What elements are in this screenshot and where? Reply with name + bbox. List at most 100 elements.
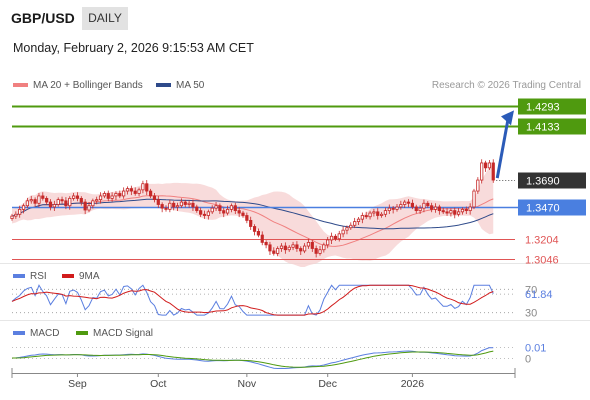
candle-body — [141, 183, 145, 191]
candle-body — [268, 244, 272, 252]
candle-body — [175, 205, 180, 208]
candle-body — [222, 210, 226, 214]
candle-body — [376, 211, 380, 216]
legend-ma50-label: MA 50 — [176, 80, 205, 91]
candle-body — [195, 206, 199, 212]
candle-body — [403, 201, 407, 205]
macd-axis-label: 0 — [525, 354, 531, 366]
candle-body — [187, 202, 191, 205]
candle-body — [214, 205, 218, 209]
candle-body — [237, 210, 241, 214]
macd-signal-line — [12, 350, 494, 368]
candle-body — [252, 226, 257, 232]
x-axis-label: Nov — [238, 378, 257, 390]
legend-rsi-label: RSI — [30, 271, 47, 282]
candle-body — [249, 219, 253, 227]
target-level-label: 1.4293 — [526, 102, 560, 114]
candle-body — [106, 193, 110, 199]
candle-body — [414, 206, 418, 212]
candle-body — [422, 202, 426, 209]
candle-body — [202, 213, 207, 216]
macd-signal-swatch — [76, 331, 88, 336]
rsi-swatch — [13, 274, 25, 279]
candle-body — [272, 250, 276, 254]
candle-body — [291, 244, 295, 248]
candle-body — [310, 241, 314, 249]
candle-body — [206, 211, 210, 216]
candle-body — [379, 213, 384, 216]
legend-macd-signal: MACD Signal — [76, 328, 153, 339]
candle-body — [387, 207, 391, 212]
candle-body — [172, 202, 176, 208]
candle-body — [68, 197, 72, 207]
candle-body — [29, 199, 33, 202]
candle-body — [453, 210, 457, 215]
rsi-ma-swatch — [62, 274, 74, 279]
candle-body — [410, 202, 415, 208]
candle-body — [25, 200, 30, 207]
x-axis-label: 2026 — [401, 378, 425, 390]
candle-body — [14, 213, 18, 217]
candle-body — [10, 215, 14, 219]
macd-line — [11, 347, 494, 370]
candle-body — [91, 200, 95, 207]
candle-body — [372, 211, 376, 214]
candle-body — [75, 195, 80, 199]
candle-body — [356, 218, 361, 223]
candle-body — [456, 211, 461, 215]
macd-swatch — [13, 331, 25, 336]
legend-rsi-ma-label: 9MA — [79, 271, 100, 282]
candle-body — [102, 193, 106, 197]
x-axis-label: Dec — [318, 378, 337, 390]
candle-body — [391, 207, 395, 210]
pivot-level-label: 1.3470 — [526, 203, 560, 215]
rsi-line — [11, 284, 494, 316]
candle-body — [468, 206, 472, 212]
candle-body — [399, 204, 403, 208]
candle-body — [137, 189, 141, 194]
candle-body — [418, 207, 422, 212]
bollinger-bands — [12, 164, 494, 268]
legend-rsi-ma: 9MA — [62, 271, 100, 282]
candle-body — [18, 208, 22, 215]
legend-macd: MACD — [13, 328, 59, 339]
candle-body — [426, 202, 430, 207]
candle-body — [360, 215, 364, 220]
candle-body — [437, 206, 441, 212]
symbol-title: GBP/USD — [11, 10, 75, 26]
legend-ma20-label: MA 20 + Bollinger Bands — [33, 80, 143, 91]
candle-body — [295, 244, 299, 249]
candle-body — [480, 162, 484, 181]
rsi-axis-label: 30 — [525, 308, 537, 320]
candle-body — [52, 204, 56, 208]
legend-macd-signal-label: MACD Signal — [93, 328, 154, 339]
candle-body — [210, 207, 214, 213]
candle-body — [326, 239, 330, 246]
x-axis-label: Sep — [68, 378, 87, 390]
candle-body — [472, 190, 476, 208]
candle-body — [98, 195, 103, 201]
candle-body — [287, 246, 291, 251]
target-level-tag — [518, 98, 586, 115]
macd-axis-label: 0.01 — [525, 343, 546, 355]
candle-body — [337, 233, 341, 240]
timeframe-badge[interactable]: DAILY — [82, 7, 128, 30]
target-level-tag — [518, 118, 586, 135]
candle-body — [314, 248, 318, 254]
rsi-ma-line — [11, 284, 494, 316]
candle-body — [229, 205, 234, 210]
candle-body — [148, 190, 153, 197]
candle-body — [183, 201, 187, 205]
candle-body — [383, 210, 388, 215]
candle-body — [245, 215, 249, 221]
last-price-tag — [518, 172, 586, 189]
x-axis-label: Oct — [150, 378, 166, 390]
forecast-arrow-head — [501, 110, 514, 126]
candle-body — [79, 197, 83, 203]
legend-macd-label: MACD — [30, 328, 60, 339]
candle-body — [83, 201, 87, 211]
ma20-swatch — [13, 83, 28, 88]
forecast-arrow — [495, 119, 510, 179]
rsi-axis-label: 61.84 — [525, 289, 553, 301]
candle-body — [160, 204, 164, 209]
